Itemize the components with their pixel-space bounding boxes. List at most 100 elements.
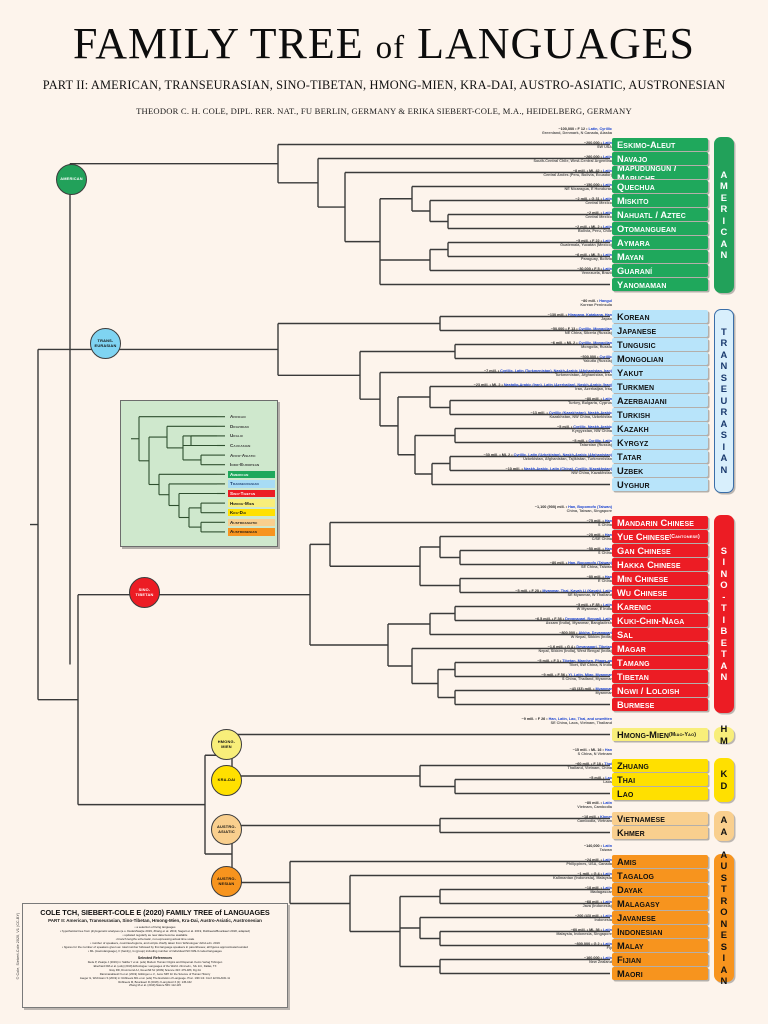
taxon-label-box[interactable]: Tatar [612, 450, 708, 463]
spine-letter: A [720, 659, 728, 671]
taxon-scripts: Latin [603, 886, 612, 890]
inset-item-afro-asiatic[interactable]: Afro-Asiatic [228, 451, 275, 459]
clade-node-transeurasian[interactable]: TRANS- EURASIAN [90, 328, 121, 359]
taxon-annotation: ~5 mill. • F 22 • Latin Guatemala, Yucatá… [560, 239, 612, 248]
taxon-label-box[interactable]: Indonesian [612, 925, 708, 938]
taxon-row: ~9 mill. • F 56 • Yi, Latin, Miao, Myanm… [541, 673, 708, 698]
taxon-label-box[interactable]: Turkish [612, 408, 708, 421]
taxon-label-box[interactable]: Ngwi / Loloish [612, 684, 708, 697]
taxon-label-box[interactable]: Otomanguean [612, 222, 708, 235]
inset-item-kra-dai[interactable]: Kra-Dai [228, 509, 275, 517]
taxon-label-box[interactable]: Mapudungun / Mapuche [612, 166, 708, 179]
taxon-label-box[interactable]: Uyghur [612, 478, 708, 491]
taxon-label-box[interactable]: Zhuang [612, 759, 708, 772]
taxon-label-box[interactable]: Navajo [612, 152, 708, 165]
taxon-label-box[interactable]: Malagasy [612, 897, 708, 910]
taxon-region: Philippines, USA, Canada [566, 862, 612, 867]
clade-node-austronesian[interactable]: AUSTRO- NESIAN [211, 866, 242, 897]
taxon-label-box[interactable]: Kyrgyz [612, 436, 708, 449]
taxon-label-box[interactable]: Japanese [612, 324, 708, 337]
clade-node-american[interactable]: AMERICAN [56, 164, 87, 195]
taxon-label-box[interactable]: Guaraní [612, 264, 708, 277]
taxon-label-box[interactable]: Gan Chinese [612, 544, 708, 557]
taxon-scripts: Latin [603, 183, 612, 187]
taxon-label-box[interactable]: Lao [612, 787, 708, 800]
taxon-label-box[interactable]: Aymara [612, 236, 708, 249]
taxon-label-box[interactable]: Kuki-Chin-Naga [612, 614, 708, 627]
taxon-label-box[interactable]: Malay [612, 939, 708, 952]
clade-node-sino-tibetan[interactable]: SINO- TIBETAN [129, 577, 160, 608]
taxon-label-box[interactable]: Vietnamese [612, 812, 708, 825]
taxon-speakers-scripts: ~6 mill. • ML 5 • Latin [574, 253, 612, 257]
taxon-label-box[interactable]: Eskimo-Aleut [612, 138, 708, 151]
taxon-label-box[interactable]: Javanese [612, 911, 708, 924]
taxon-label-box[interactable]: Mayan [612, 250, 708, 263]
taxon-label-box[interactable]: Amis [612, 855, 708, 868]
overview-cladogram-inset: African Dravidian Uralic Caucasian Afro-Asia… [120, 400, 278, 547]
inset-item-austronesian[interactable]: Austronesian [228, 528, 275, 536]
taxon-label-box[interactable]: Tagalog [612, 869, 708, 882]
taxon-label-box[interactable]: Miskito [612, 194, 708, 207]
taxon-label-box[interactable]: Fijian [612, 953, 708, 966]
taxon-region: Cambodia, Vietnam [577, 819, 612, 824]
taxon-label-box[interactable]: Yanomaman [612, 278, 708, 291]
taxon-label-box[interactable]: Uzbek [612, 464, 708, 477]
taxon-label-box[interactable]: Sal [612, 628, 708, 641]
taxon-speakers-scripts: ~1 mill. • G 4 • Latin [577, 872, 612, 876]
taxon-speakers-scripts: ~2 mill. • Latin [586, 211, 612, 215]
taxon-label-box[interactable]: Mongolian [612, 352, 708, 365]
taxon-label-box[interactable]: Tibetan [612, 670, 708, 683]
inset-item-dravidian[interactable]: Dravidian [228, 422, 275, 430]
taxon-region: Paraguay, Bolivia [581, 257, 612, 262]
inset-item-sino-tibetan[interactable]: Sino-Tibetan [228, 489, 275, 498]
taxon-label-box[interactable]: Burmese [612, 698, 708, 711]
taxon-label-box[interactable]: Yakut [612, 366, 708, 379]
taxon-label-box[interactable]: Khmer [612, 826, 708, 839]
inset-item-african[interactable]: African [228, 413, 275, 421]
taxon-label-box[interactable]: Magar [612, 642, 708, 655]
taxon-region: Turkmenistan, Afghanistan, Iran [555, 373, 612, 378]
inset-item-uralic[interactable]: Uralic [228, 432, 275, 440]
inset-item-transeurasian[interactable]: Transeurasian [228, 480, 275, 488]
taxon-label-box[interactable]: Nahuatl / Aztec [612, 208, 708, 221]
taxon-label-box[interactable]: Quechua [612, 180, 708, 193]
taxon-label-box[interactable]: Karenic [612, 600, 708, 613]
taxon-label-box[interactable]: Mandarin Chinese [612, 516, 708, 529]
taxon-label-box[interactable]: Wu Chinese [612, 586, 708, 599]
taxon-scripts: Latin, Cyrillic [588, 127, 612, 131]
inset-item-hmong-mien[interactable]: Hmong-Mien [228, 499, 275, 507]
taxon-label-box[interactable]: Kazakh [612, 422, 708, 435]
taxon-label-box[interactable]: Korean [612, 310, 708, 323]
clade-node-kra-dai[interactable]: KRA-DAI [211, 765, 242, 796]
taxon-label-box[interactable]: Maori [612, 967, 708, 980]
taxon-label-box[interactable]: Min Chinese [612, 572, 708, 585]
taxon-annotation: ~50 mill. • Han S China [587, 547, 612, 556]
taxon-label-box[interactable]: Hmong-Mien (Miao-Yao) [612, 728, 708, 741]
taxon-scripts: Han [604, 748, 612, 752]
inset-item-caucasian[interactable]: Caucasian [228, 441, 275, 450]
taxon-label-box[interactable]: Thai [612, 773, 708, 786]
inset-item-indo-european[interactable]: Indo-European [228, 461, 275, 469]
taxon-label-box[interactable]: Azerbaijani [612, 394, 708, 407]
taxon-label-box[interactable]: Yue Chinese (Cantonese) [612, 530, 708, 543]
clade-node-austro-asiatic[interactable]: AUSTRO- ASIATIC [211, 814, 242, 845]
taxon-label-box[interactable]: Hakka Chinese [612, 558, 708, 571]
clade-node-hmong-mien[interactable]: HMONG- MIEN [211, 729, 242, 760]
taxon-annotation: ~6 mill. • ML 5 • Latin Paraguay, Bolivia [575, 253, 612, 262]
inset-item-austroasiatic[interactable]: Austroasiatic [228, 518, 275, 526]
taxon-label-box[interactable]: Tungusic [612, 338, 708, 351]
taxon-label-box[interactable]: Dayak [612, 883, 708, 896]
taxon-annotation: ~50,000 • F 13 • Cyrillic, Mongolian NE C… [551, 327, 612, 336]
taxon-scripts: Latin [603, 211, 612, 215]
taxon-label-box[interactable]: Tamang [612, 656, 708, 669]
inset-item-american[interactable]: American [228, 470, 275, 478]
taxon-region: Nepal, Sikkim (India), West Bengal (Indi… [538, 649, 613, 654]
taxon-label-box[interactable]: Turkmen [612, 380, 708, 393]
